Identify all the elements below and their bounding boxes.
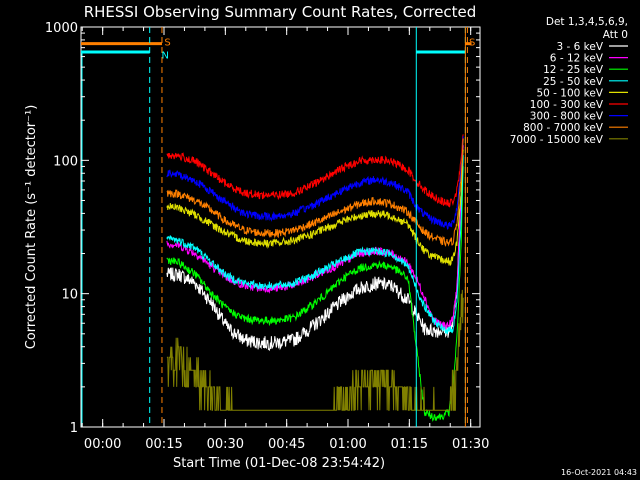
series-line <box>166 155 464 335</box>
x-tick-label: 00:15 <box>145 437 182 452</box>
series-line <box>166 138 464 247</box>
legend-header-attenuator: Att 0 <box>603 29 628 41</box>
legend-label: 3 - 6 keV <box>556 41 603 53</box>
x-axis: 00:00 00:15 00:30 00:45 01:00 01:15 01:30 <box>81 27 489 452</box>
y-axis-label: Corrected Count Rate (s⁻¹ detector⁻¹) <box>24 105 39 350</box>
x-tick-label: 01:30 <box>452 437 489 452</box>
chart-title: RHESSI Observing Summary Count Rates, Co… <box>84 3 477 21</box>
flag-label: S <box>164 37 170 48</box>
legend-label: 25 - 50 keV <box>543 76 604 88</box>
legend-label: 50 - 100 keV <box>536 87 603 99</box>
flag-label: N <box>162 51 169 62</box>
flags-layer: SNS <box>81 27 475 427</box>
x-axis-label: Start Time (01-Dec-08 23:54:42) <box>173 456 385 471</box>
series-line <box>166 166 464 422</box>
y-axis: 1 10 100 1000 <box>45 21 480 436</box>
legend-label: 6 - 12 keV <box>550 53 604 65</box>
series-line <box>166 146 464 352</box>
x-tick-label: 00:30 <box>207 437 244 452</box>
flag-label: S <box>469 37 475 48</box>
x-tick-label: 00:00 <box>84 437 121 452</box>
series-line <box>166 289 464 411</box>
y-tick-label: 1 <box>70 421 78 436</box>
y-tick-label: 100 <box>53 154 78 169</box>
x-tick-label: 01:15 <box>391 437 428 452</box>
legend-label: 100 - 300 keV <box>530 99 604 111</box>
legend-label: 12 - 25 keV <box>543 64 604 76</box>
x-tick-label: 00:45 <box>268 437 305 452</box>
legend-label: 300 - 800 keV <box>530 111 604 123</box>
series-line <box>166 136 464 230</box>
x-tick-label: 01:00 <box>329 437 366 452</box>
series-layer <box>166 134 464 422</box>
legend-label: 7000 - 15000 keV <box>510 134 604 146</box>
legend-label: 800 - 7000 keV <box>523 122 604 134</box>
legend-header-detectors: Det 1,3,4,5,6,9, <box>546 16 628 28</box>
y-tick-label: 1000 <box>45 21 78 36</box>
plot-area <box>80 26 481 428</box>
y-tick-label: 10 <box>61 288 78 303</box>
series-line <box>166 134 464 208</box>
series-line <box>166 149 464 267</box>
plot-frame <box>80 26 481 428</box>
generation-timestamp: 16-Oct-2021 04:43 <box>561 468 637 477</box>
